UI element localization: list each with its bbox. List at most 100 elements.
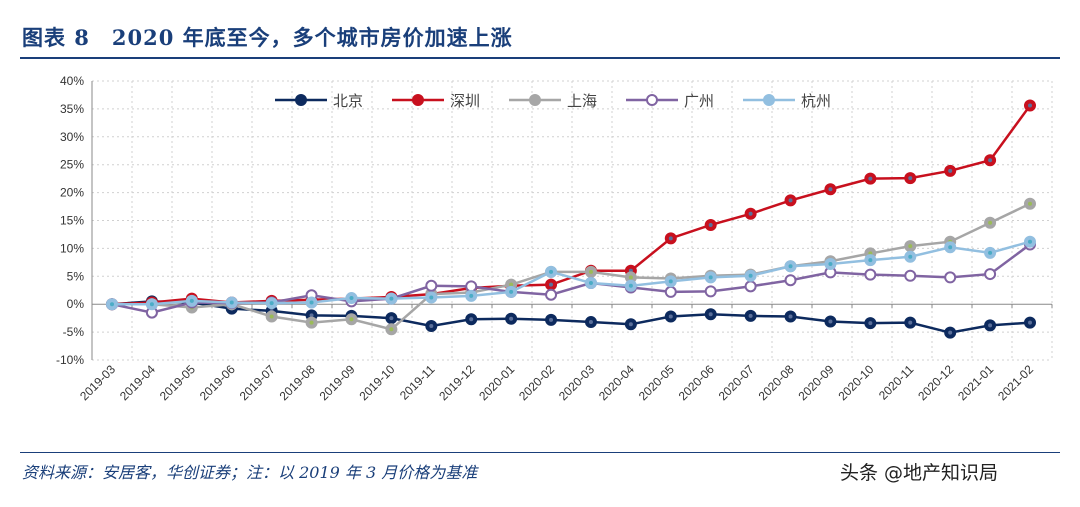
x-tick-label: 2020-11 bbox=[876, 362, 917, 403]
data-point-center bbox=[748, 313, 753, 318]
x-tick-label: 2019-12 bbox=[436, 362, 477, 403]
y-tick-label: 40% bbox=[60, 74, 84, 88]
data-point-center bbox=[588, 320, 593, 325]
x-tick-label: 2020-01 bbox=[476, 362, 517, 403]
data-point-center bbox=[988, 220, 993, 225]
data-point bbox=[864, 268, 877, 281]
figure-title: 图表 8 2020 年底至今，多个城市房价加速上涨 bbox=[22, 25, 513, 50]
watermark: 头条 @地产知识局 bbox=[840, 462, 999, 484]
x-tick-label: 2019-03 bbox=[77, 362, 118, 403]
data-point-center bbox=[908, 254, 913, 259]
y-tick-label: 25% bbox=[60, 158, 84, 172]
x-tick-label: 2019-10 bbox=[356, 362, 397, 403]
legend-label: 深圳 bbox=[450, 92, 480, 110]
data-point-center bbox=[1028, 103, 1032, 108]
legend-marker bbox=[646, 94, 658, 106]
data-point-center bbox=[549, 269, 554, 274]
x-tick-label: 2020-05 bbox=[636, 362, 677, 403]
x-tick-label: 2019-09 bbox=[317, 362, 358, 403]
data-point-center bbox=[269, 314, 274, 319]
data-point-center bbox=[868, 176, 873, 181]
data-point-center bbox=[429, 323, 434, 328]
data-point-center bbox=[708, 275, 713, 280]
data-point-center bbox=[788, 314, 793, 319]
data-point bbox=[425, 279, 438, 292]
source-note: 资料来源：安居客，华创证券；注：以 2019 年 3 月价格为基准 bbox=[22, 463, 478, 482]
data-point-center bbox=[1028, 201, 1032, 206]
data-point-center bbox=[349, 296, 354, 301]
legend-label: 北京 bbox=[333, 92, 363, 110]
data-point-center bbox=[549, 282, 554, 287]
data-point-center bbox=[668, 314, 673, 319]
data-point bbox=[984, 268, 997, 281]
footer-rule bbox=[20, 452, 1060, 453]
data-point-center bbox=[988, 323, 993, 328]
data-point bbox=[904, 269, 917, 282]
legend-marker bbox=[412, 94, 424, 106]
x-tick-label: 2021-02 bbox=[995, 362, 1036, 403]
data-point-center bbox=[469, 317, 474, 322]
series-line-北京 bbox=[111, 300, 1031, 334]
data-point-center bbox=[788, 264, 793, 269]
y-tick-label: -5% bbox=[63, 325, 85, 339]
x-tick-label: 2020-04 bbox=[596, 362, 637, 403]
data-point-center bbox=[149, 302, 154, 307]
data-point-center bbox=[828, 262, 833, 267]
data-point-center bbox=[429, 295, 434, 300]
data-point-center bbox=[549, 317, 554, 322]
data-point-center bbox=[389, 327, 394, 332]
data-point-center bbox=[509, 316, 514, 321]
data-point-center bbox=[908, 244, 913, 249]
data-point-center bbox=[628, 283, 633, 288]
legend-label: 广州 bbox=[684, 92, 714, 110]
data-point bbox=[545, 288, 558, 301]
x-tick-label: 2019-06 bbox=[197, 362, 238, 403]
y-tick-label: 20% bbox=[60, 186, 84, 200]
data-point-center bbox=[349, 317, 354, 322]
data-point-center bbox=[988, 250, 993, 255]
legend-label: 杭州 bbox=[801, 92, 831, 110]
legend-label: 上海 bbox=[567, 92, 597, 110]
data-point-center bbox=[309, 320, 314, 325]
y-tick-label: 30% bbox=[60, 130, 84, 144]
data-point-center bbox=[828, 187, 833, 192]
data-point-center bbox=[708, 222, 713, 227]
x-tick-label: 2019-11 bbox=[397, 362, 438, 403]
data-point-center bbox=[948, 245, 953, 250]
x-tick-label: 2020-02 bbox=[516, 362, 557, 403]
data-point-center bbox=[269, 301, 274, 306]
x-tick-label: 2020-07 bbox=[716, 362, 757, 403]
x-tick-label: 2019-07 bbox=[237, 362, 278, 403]
data-point-center bbox=[748, 273, 753, 278]
y-tick-label: -10% bbox=[56, 353, 84, 367]
data-point-center bbox=[189, 298, 194, 303]
x-tick-label: 2020-03 bbox=[556, 362, 597, 403]
data-point bbox=[704, 285, 717, 298]
x-tick-label: 2019-04 bbox=[117, 362, 158, 403]
data-point-center bbox=[628, 275, 633, 280]
x-tick-label: 2020-09 bbox=[796, 362, 837, 403]
y-tick-label: 5% bbox=[67, 269, 85, 283]
data-point-center bbox=[588, 269, 593, 274]
data-point-center bbox=[988, 158, 993, 163]
data-point bbox=[944, 271, 957, 284]
data-point-center bbox=[389, 316, 394, 321]
x-tick-label: 2020-12 bbox=[915, 362, 956, 403]
data-point bbox=[744, 280, 757, 293]
data-point-center bbox=[309, 313, 314, 318]
title-rule bbox=[20, 57, 1060, 59]
data-point-center bbox=[948, 330, 953, 335]
x-tick-label: 2019-08 bbox=[277, 362, 318, 403]
data-point-center bbox=[908, 320, 913, 325]
y-tick-label: 35% bbox=[60, 102, 84, 116]
series-line-杭州 bbox=[112, 240, 1031, 306]
data-point-center bbox=[628, 322, 633, 327]
data-point-center bbox=[908, 176, 913, 181]
legend-marker bbox=[763, 94, 775, 106]
data-point-center bbox=[1028, 320, 1032, 325]
x-tick-label: 2020-08 bbox=[756, 362, 797, 403]
legend-marker bbox=[529, 94, 541, 106]
y-tick-label: 10% bbox=[60, 241, 84, 255]
data-point bbox=[664, 285, 677, 298]
data-point-center bbox=[389, 296, 394, 301]
